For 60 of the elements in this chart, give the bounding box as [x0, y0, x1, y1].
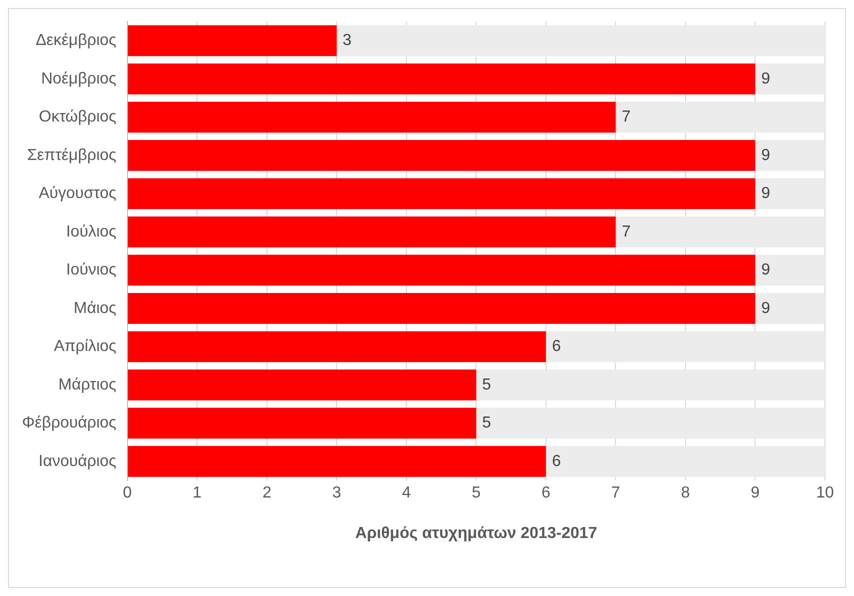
bar [128, 293, 756, 324]
bar [755, 64, 825, 94]
y-tick-label: Ιούλιος [66, 223, 117, 240]
y-tick-label: Δεκέμβριος [36, 32, 117, 50]
bar [616, 102, 825, 133]
y-tick-label: Αύγουστος [38, 185, 117, 202]
bar [755, 254, 825, 286]
bar [128, 64, 756, 94]
data-label: 7 [622, 108, 631, 126]
bar [128, 25, 337, 56]
data-label: 6 [552, 338, 561, 356]
bar [128, 331, 546, 362]
y-tick-label: Μάιος [74, 300, 117, 317]
x-tick-label: 10 [816, 484, 834, 502]
bar [476, 408, 825, 439]
x-tick-label: 3 [332, 484, 342, 502]
y-tick-label: Μάρτιος [58, 376, 117, 394]
data-label: 9 [761, 70, 770, 88]
x-tick-label: 1 [192, 484, 202, 502]
data-label: 3 [342, 32, 352, 50]
bar [755, 178, 825, 210]
bar [128, 408, 476, 439]
x-tick-label: 5 [472, 484, 481, 502]
bar [755, 140, 825, 171]
y-tick-label: Φέβρουάριος [22, 414, 117, 432]
data-label: 9 [761, 262, 770, 279]
y-tick-label: Σεπτέμβριος [27, 146, 117, 164]
y-tick-label: Οκτώβριος [38, 108, 117, 126]
bar [616, 216, 825, 248]
data-label: 5 [482, 376, 492, 394]
bar [128, 140, 756, 171]
bar [128, 370, 476, 400]
x-tick-label: 0 [122, 484, 132, 502]
bar [546, 446, 825, 477]
data-label: 7 [622, 223, 631, 240]
data-label: 9 [761, 146, 770, 164]
y-tick-label: Νοέμβριος [41, 70, 117, 88]
x-tick-label: 4 [402, 484, 411, 502]
x-tick-label: 6 [541, 484, 550, 502]
y-tick-label: Ιούνιος [66, 262, 117, 279]
bar [546, 331, 825, 362]
y-tick-label: Ιανουάριος [38, 452, 117, 470]
bar [128, 446, 546, 477]
data-label: 9 [761, 185, 770, 202]
bar [128, 254, 756, 286]
bar [128, 102, 616, 133]
x-tick-label: 8 [681, 484, 690, 502]
x-axis-title: Αριθμός ατυχημάτων 2013-2017 [355, 524, 598, 542]
data-label: 5 [482, 414, 492, 432]
bar [755, 293, 825, 324]
x-tick-label: 7 [611, 484, 620, 502]
y-tick-label: Απρίλιος [54, 338, 117, 356]
bar [476, 370, 825, 400]
bar [336, 25, 825, 56]
x-tick-label: 9 [750, 484, 760, 502]
x-tick-label: 2 [262, 484, 272, 502]
bar [128, 216, 616, 248]
bar [128, 178, 756, 210]
data-label: 9 [761, 300, 770, 317]
data-label: 6 [552, 452, 561, 470]
